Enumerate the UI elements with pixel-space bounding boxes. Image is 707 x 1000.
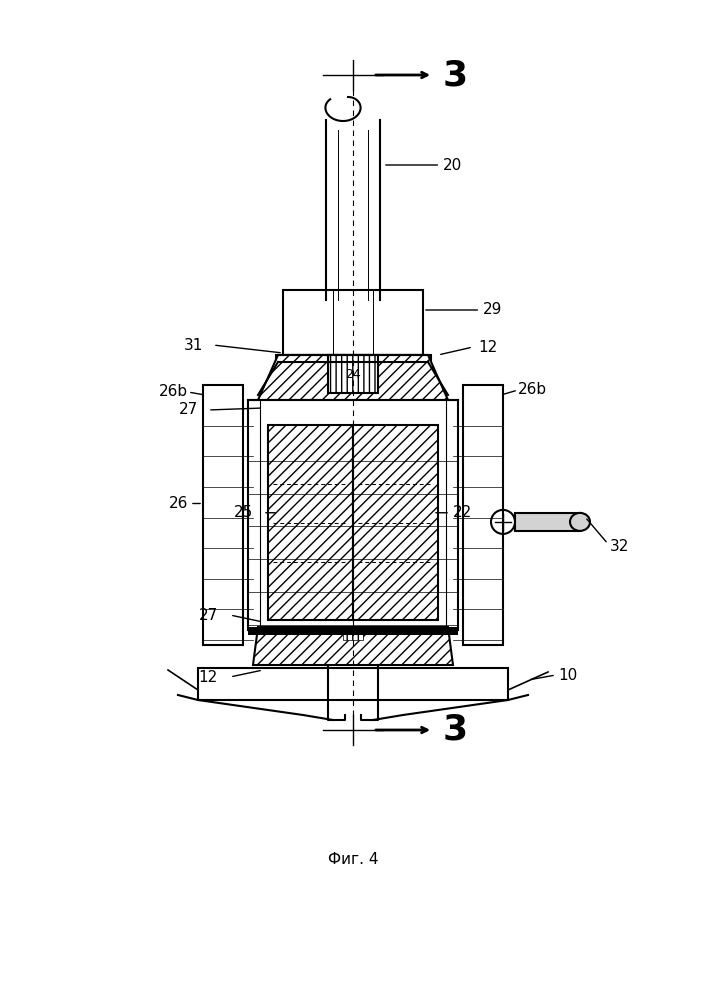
Bar: [276, 355, 431, 362]
Text: 10: 10: [558, 668, 577, 682]
Bar: [248, 627, 458, 635]
Text: 20: 20: [386, 157, 462, 172]
Bar: [198, 668, 508, 700]
Text: 25: 25: [234, 505, 253, 520]
Bar: [353, 425, 438, 620]
Text: 27: 27: [199, 607, 218, 622]
Text: 3: 3: [443, 713, 468, 747]
Bar: [283, 290, 423, 355]
Bar: [328, 355, 378, 393]
Bar: [248, 400, 458, 630]
Text: Фиг. 4: Фиг. 4: [328, 852, 378, 867]
Text: 26b: 26b: [159, 384, 188, 399]
Text: 31: 31: [184, 338, 203, 353]
Bar: [268, 425, 353, 620]
Bar: [203, 385, 243, 645]
Text: 29: 29: [426, 302, 503, 318]
Bar: [463, 385, 503, 645]
Text: 22: 22: [453, 505, 472, 520]
Text: 32: 32: [610, 539, 629, 554]
Polygon shape: [253, 627, 453, 665]
Text: 3: 3: [443, 58, 468, 92]
Bar: [343, 627, 363, 640]
Text: 12: 12: [478, 340, 497, 355]
Text: 26: 26: [169, 496, 188, 511]
Text: 27: 27: [179, 402, 198, 418]
Text: 24: 24: [345, 367, 361, 380]
Ellipse shape: [570, 513, 590, 531]
Text: 12: 12: [199, 670, 218, 684]
Polygon shape: [258, 355, 448, 400]
Text: 26b: 26b: [518, 382, 547, 397]
Bar: [260, 400, 446, 630]
Bar: [515, 513, 580, 531]
